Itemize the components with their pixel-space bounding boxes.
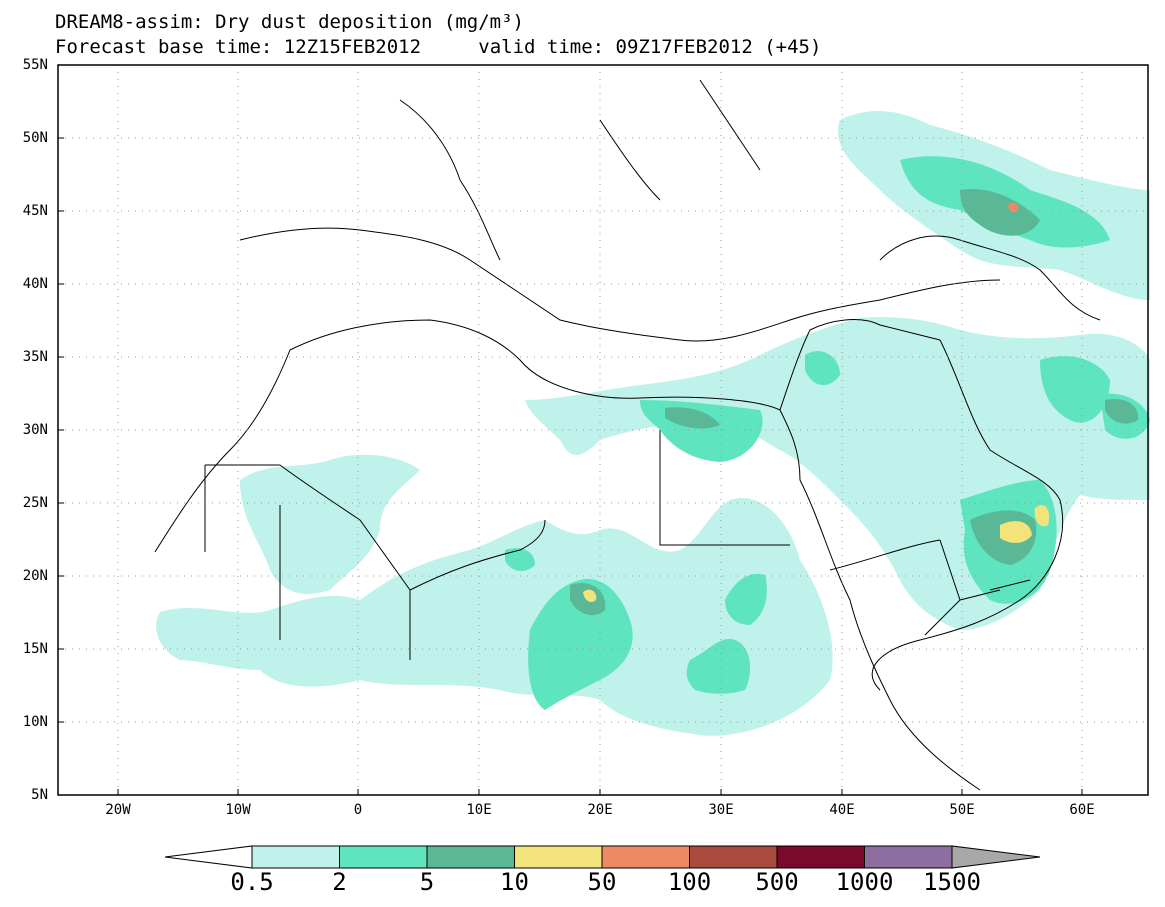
lat-label: 10N — [22, 714, 48, 730]
colorbar — [164, 845, 1041, 869]
colorbar-label: 2 — [332, 868, 347, 896]
lat-label: 55N — [22, 57, 48, 73]
deposition-region-medium — [725, 573, 767, 625]
lon-label: 60E — [1069, 802, 1095, 818]
deposition-shading — [156, 110, 1150, 736]
colorbar-bin — [864, 845, 953, 869]
lat-label: 30N — [22, 422, 48, 438]
lat-label: 45N — [22, 203, 48, 219]
deposition-region-medium — [686, 639, 751, 694]
deposition-region-medium — [640, 400, 763, 462]
deposition-region-medium — [805, 351, 840, 386]
colorbar-label: 1500 — [923, 868, 981, 896]
deposition-region-light — [156, 498, 833, 736]
axis-ticks — [58, 137, 1083, 795]
colorbar-bin — [601, 845, 690, 869]
lat-label: 35N — [22, 349, 48, 365]
deposition-region-medium — [528, 579, 633, 710]
colorbar-label: 10 — [500, 868, 529, 896]
deposition-region-medium — [1040, 356, 1110, 423]
colorbar-bin — [339, 845, 428, 869]
lon-label: 10W — [225, 802, 251, 818]
lat-label: 5N — [31, 787, 48, 803]
colorbar-label: 5 — [419, 868, 435, 896]
deposition-region-high — [665, 407, 720, 429]
lon-label: 50E — [949, 802, 975, 818]
graticule — [58, 65, 1148, 795]
deposition-region-very-high — [1034, 505, 1050, 527]
lon-label: 30E — [708, 802, 734, 818]
map-subtitle: Forecast base time: 12Z15FEB2012 valid t… — [55, 37, 821, 57]
colorbar-bin — [426, 845, 515, 869]
valid-time-text: valid time: 09Z17FEB2012 (+45) — [478, 36, 822, 58]
colorbar-label: 50 — [587, 868, 617, 896]
lat-label: 50N — [22, 130, 48, 146]
colorbar-label: 100 — [667, 868, 712, 896]
deposition-region-light — [240, 454, 420, 594]
deposition-region-very-high — [1000, 521, 1032, 543]
map-title: DREAM8-assim: Dry dust deposition (mg/m³… — [55, 11, 524, 33]
lat-label: 25N — [22, 495, 48, 511]
colorbar-bin — [776, 845, 865, 869]
colorbar-label: 1000 — [835, 868, 894, 896]
lon-label: 20W — [105, 802, 131, 818]
lat-label: 20N — [22, 568, 48, 584]
deposition-region-high — [1105, 399, 1139, 424]
deposition-region-very-high — [583, 589, 597, 603]
lon-label: 20E — [587, 802, 613, 818]
colorbar-bin — [514, 845, 603, 869]
lat-label: 15N — [22, 641, 48, 657]
coastlines-and-borders — [154, 79, 1101, 791]
deposition-region-high — [960, 189, 1040, 236]
lon-label: 40E — [829, 802, 855, 818]
lon-label: 0 — [353, 802, 363, 818]
colorbar-label: 500 — [755, 868, 799, 896]
colorbar-label: 0.5 — [230, 868, 274, 896]
lon-label: 10E — [466, 802, 492, 818]
lat-label: 40N — [22, 276, 48, 292]
deposition-region-extreme — [1008, 202, 1019, 213]
colorbar-bin — [251, 845, 340, 869]
colorbar-bin — [689, 845, 778, 869]
colorbar-under-arrow — [164, 845, 253, 869]
deposition-region-medium — [505, 548, 535, 572]
colorbar-over-arrow — [951, 845, 1041, 869]
base-time-text: Forecast base time: 12Z15FEB2012 — [55, 36, 422, 58]
